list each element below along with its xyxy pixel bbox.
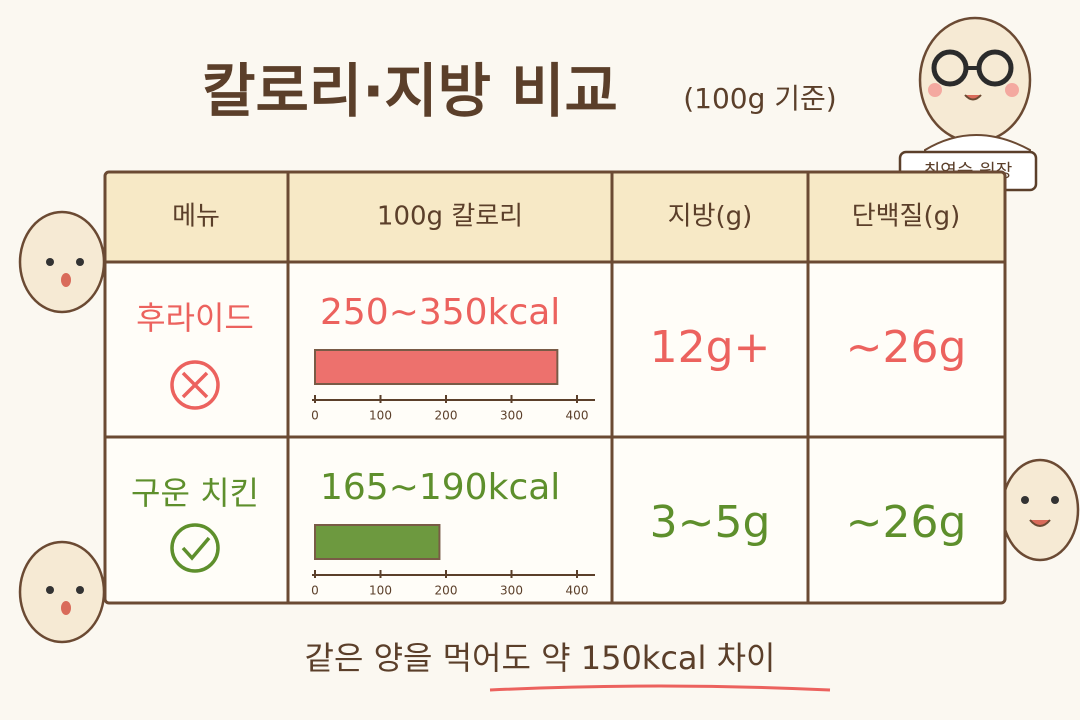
tick-label: 100 xyxy=(369,584,392,598)
calories: 165~190kcal xyxy=(320,467,560,508)
tick-label: 200 xyxy=(435,409,458,423)
side-characters xyxy=(18,210,1080,644)
cross-icon xyxy=(170,360,220,410)
subtitle: (100g 기준) xyxy=(683,82,837,115)
title: 칼로리·지방 비교 xyxy=(202,57,618,125)
tick-label: 400 xyxy=(566,584,589,598)
protein: ~26g xyxy=(846,322,967,373)
tick-label: 200 xyxy=(435,584,458,598)
fat: 12g+ xyxy=(650,322,771,373)
protein: ~26g xyxy=(846,497,967,548)
column-header: 단백질(g) xyxy=(852,202,961,232)
doctor-character xyxy=(918,16,1032,161)
footer-underline xyxy=(489,684,831,692)
tick-label: 0 xyxy=(311,409,319,423)
check-icon xyxy=(170,523,220,573)
column-header: 메뉴 xyxy=(172,202,220,232)
menu: 구운 치킨 xyxy=(131,474,259,512)
tick-label: 400 xyxy=(566,409,589,423)
fat: 3~5g xyxy=(650,497,771,548)
column-header: 지방(g) xyxy=(668,202,753,232)
tick-label: 300 xyxy=(500,409,523,423)
tick-label: 0 xyxy=(311,584,319,598)
tick-label: 300 xyxy=(500,584,523,598)
table xyxy=(103,170,1007,605)
body-bg xyxy=(105,262,1005,603)
calories: 250~350kcal xyxy=(320,292,560,333)
calorie-bar xyxy=(314,524,441,560)
menu: 후라이드 xyxy=(136,299,254,337)
calorie-bar xyxy=(314,349,559,385)
tick-label: 100 xyxy=(369,409,392,423)
footer: 같은 양을 먹어도 약 150kcal 차이 xyxy=(305,639,776,677)
column-header: 100g 칼로리 xyxy=(377,202,523,232)
table-border xyxy=(103,170,1007,605)
header-row xyxy=(105,172,1005,262)
